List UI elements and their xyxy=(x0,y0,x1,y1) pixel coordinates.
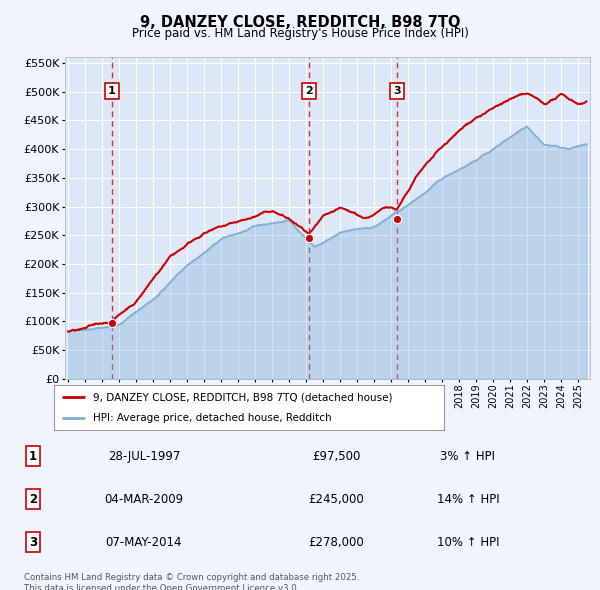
Text: 07-MAY-2014: 07-MAY-2014 xyxy=(106,536,182,549)
Text: HPI: Average price, detached house, Redditch: HPI: Average price, detached house, Redd… xyxy=(93,412,332,422)
Text: 10% ↑ HPI: 10% ↑ HPI xyxy=(437,536,499,549)
Text: 3% ↑ HPI: 3% ↑ HPI xyxy=(440,450,496,463)
Text: £245,000: £245,000 xyxy=(308,493,364,506)
Text: £97,500: £97,500 xyxy=(312,450,360,463)
Text: 2: 2 xyxy=(29,493,37,506)
Text: 2: 2 xyxy=(305,86,313,96)
Text: £278,000: £278,000 xyxy=(308,536,364,549)
Text: 14% ↑ HPI: 14% ↑ HPI xyxy=(437,493,499,506)
Text: 04-MAR-2009: 04-MAR-2009 xyxy=(104,493,184,506)
Text: 9, DANZEY CLOSE, REDDITCH, B98 7TQ: 9, DANZEY CLOSE, REDDITCH, B98 7TQ xyxy=(140,15,460,30)
Text: 3: 3 xyxy=(393,86,401,96)
Text: 1: 1 xyxy=(108,86,116,96)
Text: 1: 1 xyxy=(29,450,37,463)
Text: 28-JUL-1997: 28-JUL-1997 xyxy=(108,450,180,463)
Text: Contains HM Land Registry data © Crown copyright and database right 2025.
This d: Contains HM Land Registry data © Crown c… xyxy=(24,573,359,590)
Text: 9, DANZEY CLOSE, REDDITCH, B98 7TQ (detached house): 9, DANZEY CLOSE, REDDITCH, B98 7TQ (deta… xyxy=(93,392,392,402)
Text: 3: 3 xyxy=(29,536,37,549)
Text: Price paid vs. HM Land Registry's House Price Index (HPI): Price paid vs. HM Land Registry's House … xyxy=(131,27,469,40)
